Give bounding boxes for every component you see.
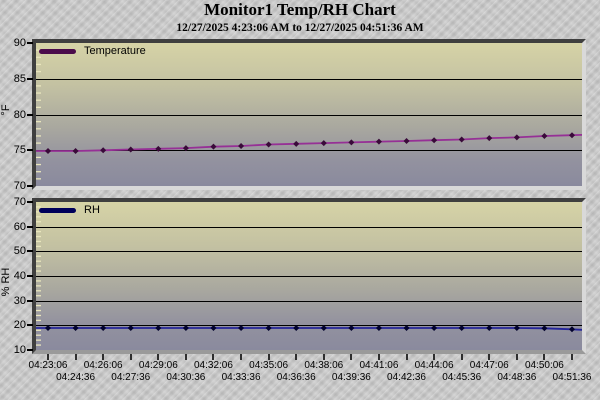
y-tick-label: 40 (13, 270, 26, 282)
x-tick-mark (184, 354, 187, 360)
x-tick-mark (212, 354, 215, 360)
y-tick-label: 60 (13, 220, 26, 233)
y-tick-label: 20 (13, 319, 26, 332)
y-tick-mark (27, 299, 33, 302)
y-tick-label: 70 (13, 180, 26, 192)
rh-legend-label: RH (84, 204, 100, 216)
x-tick-mark (377, 354, 380, 360)
rh-legend: RH (39, 204, 100, 216)
y-tick-mark (27, 275, 33, 277)
y-tick-label: 85 (13, 72, 26, 85)
x-tick-label: 04:44:06 (414, 360, 454, 371)
x-tick-label: 04:24:36 (56, 372, 96, 383)
chart-subtitle: 12/27/2025 4:23:06 AM to 12/27/2025 04:5… (176, 22, 424, 34)
temperature-legend-label: Temperature (84, 45, 146, 57)
y-tick-mark (27, 149, 33, 152)
x-tick-label: 04:30:36 (166, 372, 206, 383)
y-tick-label: 10 (13, 344, 26, 356)
y-tick-mark (27, 42, 33, 44)
x-tick-label: 04:50:06 (524, 360, 564, 371)
y-tick-mark (27, 201, 33, 203)
temperature-legend: Temperature (39, 45, 146, 57)
x-tick-mark (295, 354, 298, 360)
y-tick-mark (27, 225, 33, 228)
x-tick-label: 04:41:06 (359, 360, 399, 371)
x-tick-label: 04:29:06 (138, 360, 178, 371)
x-tick-mark (405, 354, 408, 360)
x-tick-label: 04:39:36 (331, 372, 371, 383)
y-tick-label: 70 (13, 196, 26, 208)
x-tick-label: 04:26:06 (83, 360, 123, 371)
y-tick-mark (27, 77, 33, 80)
x-tick-label: 04:48:36 (497, 372, 537, 383)
temperature-chart-panel: Temperature (32, 39, 586, 190)
chart-title: Monitor1 Temp/RH Chart (204, 0, 396, 19)
x-tick-mark (129, 354, 132, 360)
temperature-plot-area (36, 49, 582, 180)
y-tick-mark (27, 250, 33, 253)
x-tick-label: 04:38:06 (304, 360, 344, 371)
x-tick-mark (157, 354, 160, 360)
y-tick-label: 30 (13, 294, 26, 307)
x-tick-label: 04:36:36 (276, 372, 316, 383)
x-tick-mark (488, 354, 491, 360)
y-tick-mark (27, 324, 33, 327)
x-tick-mark (240, 354, 243, 360)
temperature-legend-swatch (39, 48, 76, 54)
x-tick-label: 04:45:36 (442, 372, 482, 383)
x-tick-mark (350, 354, 353, 360)
y-tick-mark (27, 185, 33, 187)
x-tick-label: 04:27:36 (111, 372, 151, 383)
x-tick-mark (460, 354, 463, 360)
x-tick-mark (322, 354, 325, 360)
x-tick-mark (267, 354, 270, 360)
y-tick-label: 75 (13, 144, 26, 157)
x-tick-label: 04:33:36 (221, 372, 261, 383)
rh-legend-swatch (39, 207, 76, 213)
y-tick-label: 50 (13, 245, 26, 258)
y-tick-mark (27, 113, 33, 116)
y-tick-mark (27, 349, 33, 351)
rh-chart-panel: RH (32, 198, 586, 354)
x-tick-mark (102, 354, 105, 360)
y-tick-label: 90 (13, 37, 26, 49)
x-tick-mark (570, 354, 573, 360)
x-tick-label: 04:35:06 (249, 360, 289, 371)
x-tick-label: 04:32:06 (194, 360, 233, 371)
x-tick-mark (515, 354, 518, 360)
x-tick-label: 04:42:36 (387, 372, 426, 383)
x-tick-label: 04:23:06 (28, 360, 68, 371)
x-tick-mark (543, 354, 546, 360)
x-tick-mark (74, 354, 77, 360)
y-tick-label: 80 (13, 108, 26, 121)
rh-plot-area (36, 206, 582, 346)
x-tick-label: 04:47:06 (469, 360, 509, 371)
x-tick-label: 04:51:36 (552, 372, 592, 383)
x-tick-mark (47, 354, 49, 360)
x-tick-mark (433, 354, 436, 360)
